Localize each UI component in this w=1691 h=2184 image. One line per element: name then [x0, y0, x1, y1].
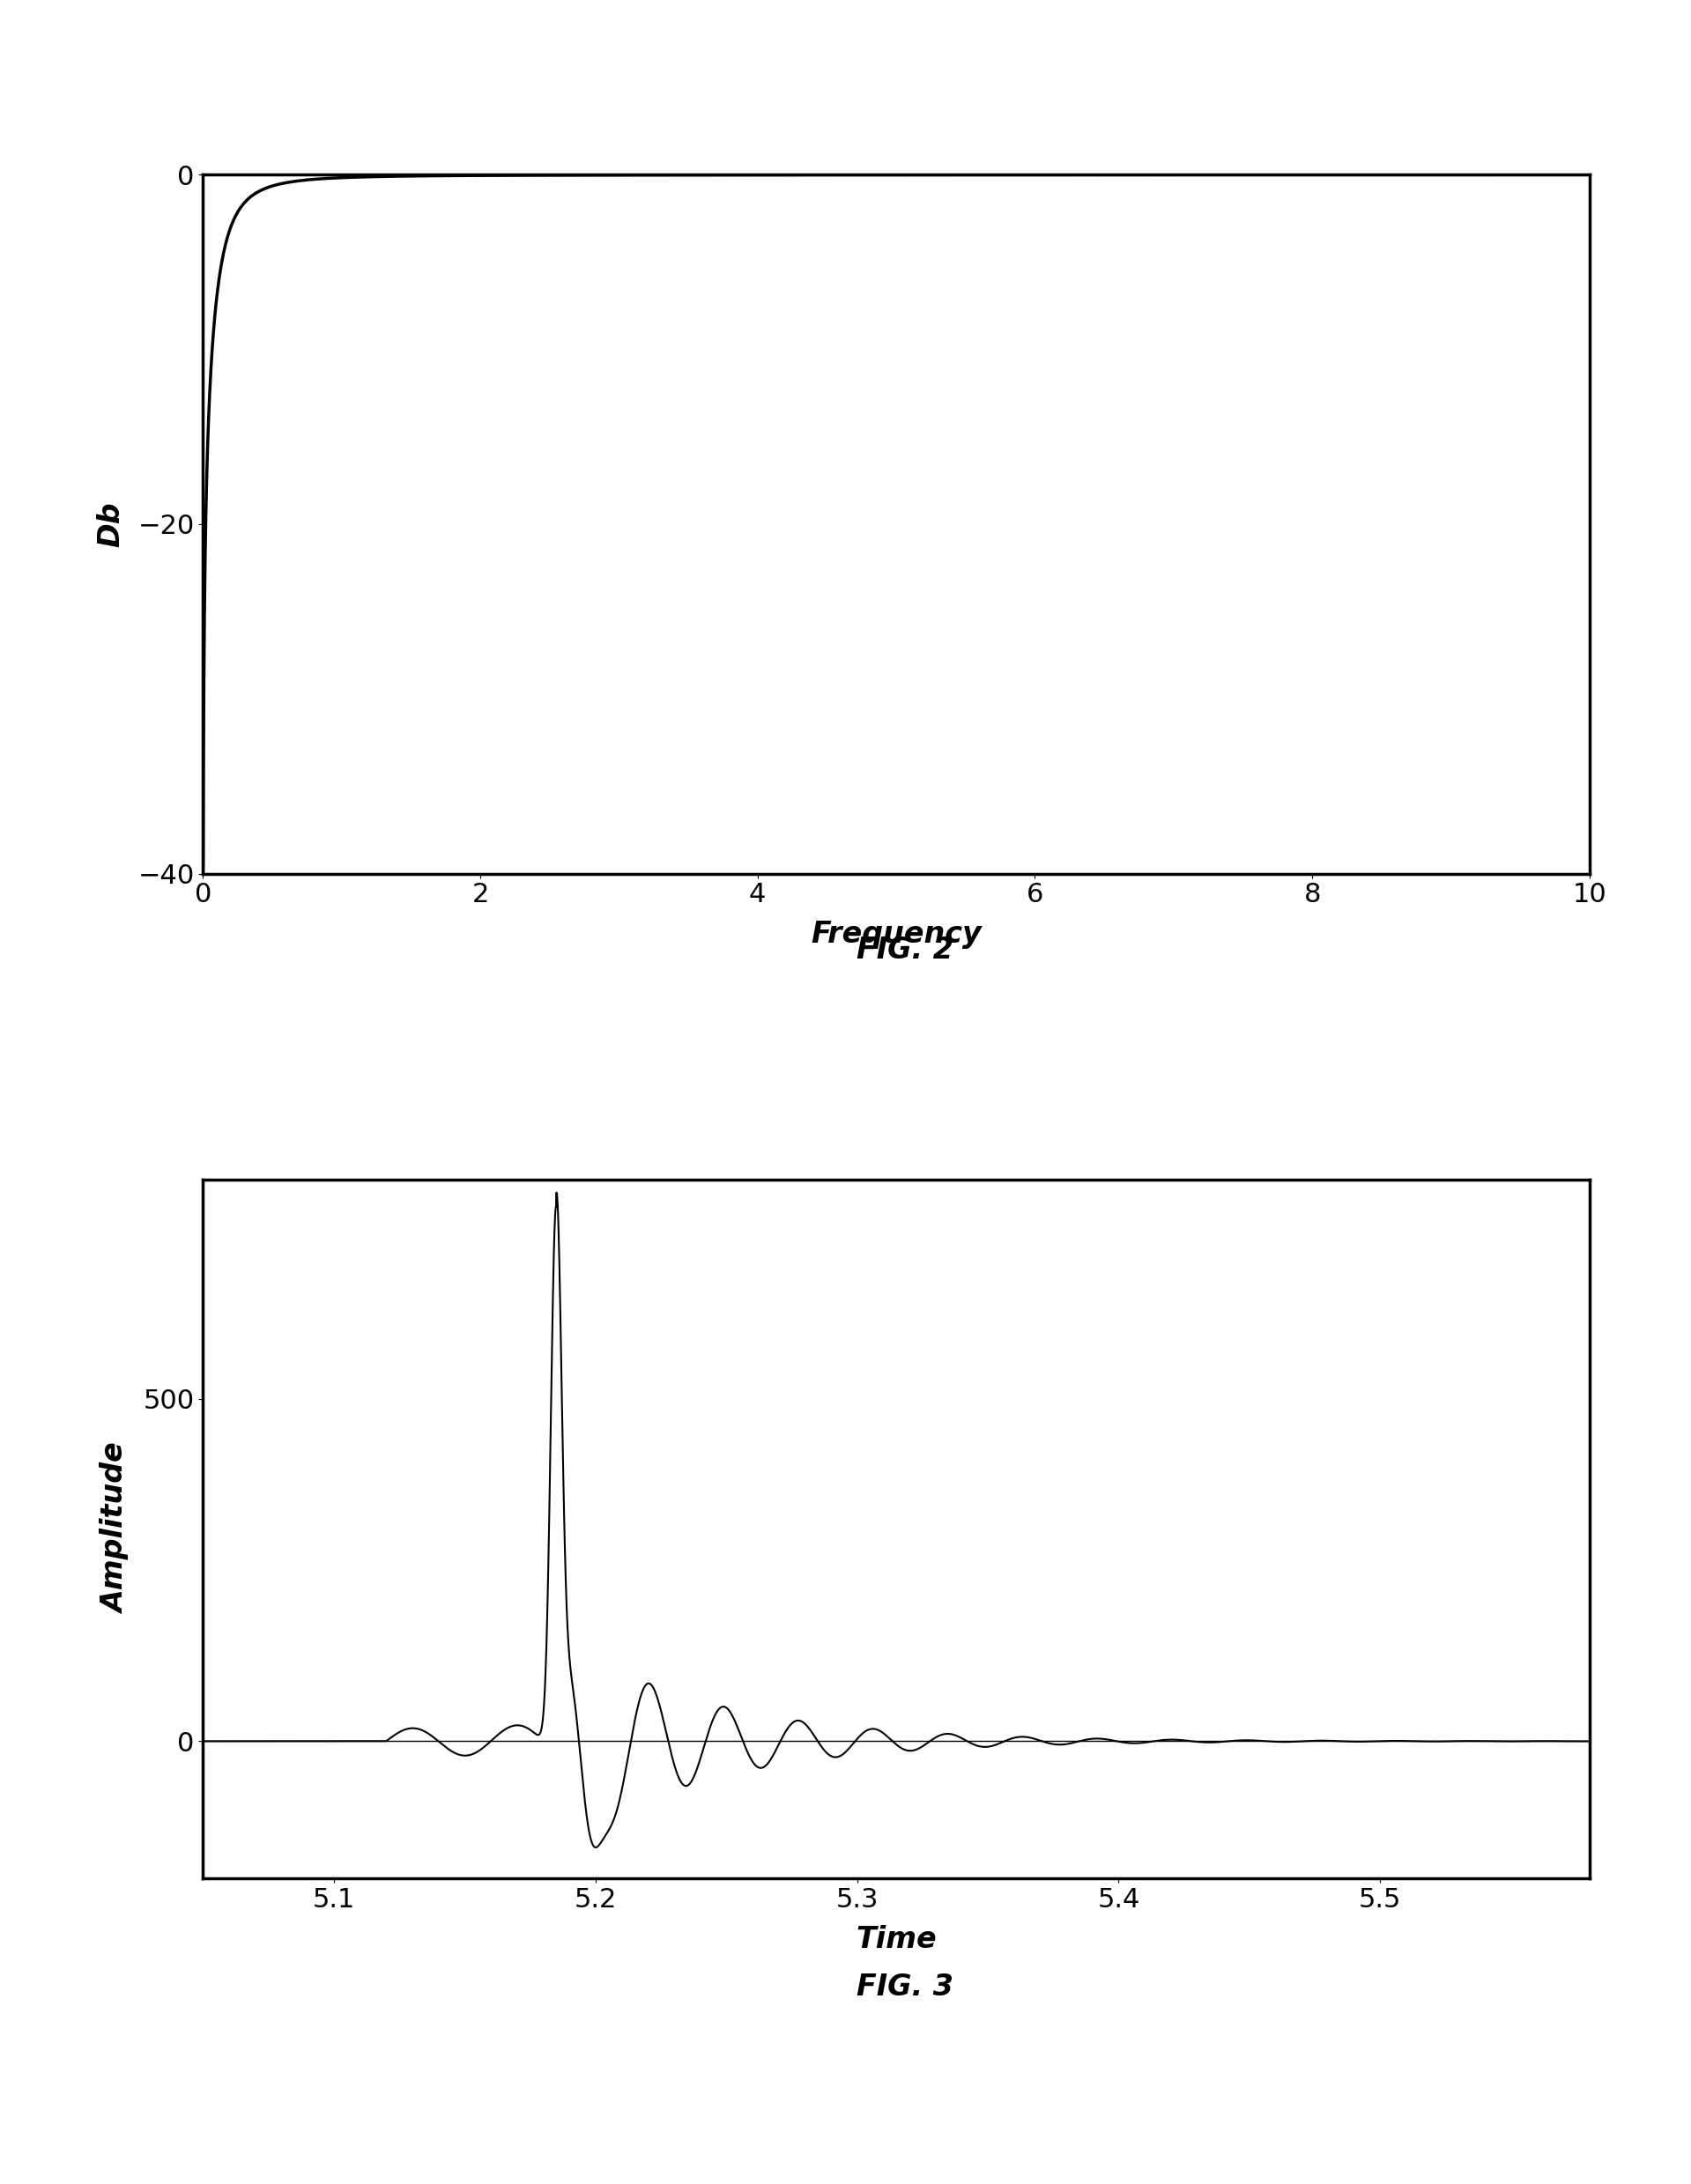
X-axis label: Time: Time [856, 1924, 937, 1955]
Text: FIG. 2: FIG. 2 [856, 935, 954, 965]
Y-axis label: Db: Db [96, 502, 125, 546]
X-axis label: Frequency: Frequency [812, 919, 981, 950]
Text: FIG. 3: FIG. 3 [856, 1972, 954, 2003]
Y-axis label: Amplitude: Amplitude [101, 1444, 130, 1614]
